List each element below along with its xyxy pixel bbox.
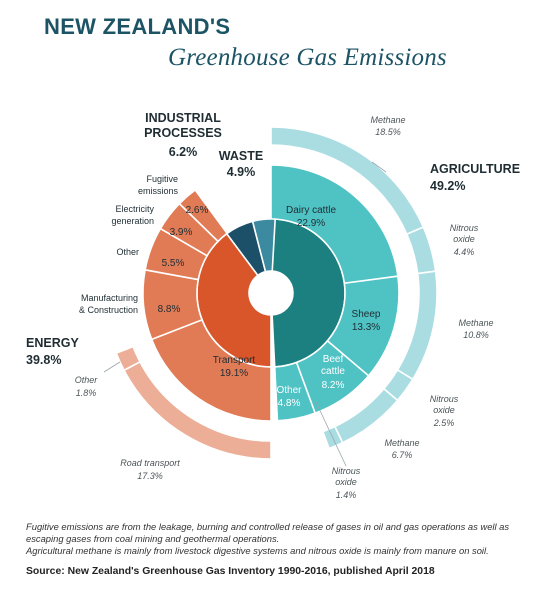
agri-dairy-cattle-nitrous-oxide-arc bbox=[405, 226, 437, 275]
dairy-cattle-label: Dairy cattle bbox=[286, 205, 336, 216]
footnote-agricultural: Agricultural methane is mainly from live… bbox=[26, 545, 489, 556]
transport-label: Transport bbox=[213, 355, 256, 366]
road-transport-label: Road transport bbox=[120, 458, 180, 468]
sheep-methane-percent: 10.8% bbox=[463, 330, 489, 340]
beef-cattle-percent: 8.2% bbox=[322, 380, 345, 391]
industrial-processes-label: INDUSTRIAL PROCESSES bbox=[144, 111, 222, 140]
energy-label: ENERGY bbox=[26, 336, 79, 350]
fugitive-percent: 2.6% bbox=[186, 205, 209, 216]
sheep-label: Sheep bbox=[352, 309, 381, 320]
beef-cattle-label: Beef cattle bbox=[321, 354, 345, 377]
agriculture-leader-line bbox=[371, 161, 387, 173]
agri-other-percent: 4.8% bbox=[278, 398, 301, 409]
energy-other-label: Other bbox=[116, 247, 139, 257]
beef-nitrous-label: Nitrous oxide bbox=[332, 466, 361, 487]
sunburst-chart: AGRICULTURE 49.2% Dairy cattle 22.9% Sheep 13… bbox=[26, 111, 520, 500]
waste-label: WASTE bbox=[219, 149, 263, 163]
energy-other-leader-line bbox=[103, 361, 121, 373]
dairy-nitrous-label: Nitrous oxide bbox=[450, 223, 479, 244]
footnote-fugitive: Fugitive emissions are from the leakage,… bbox=[26, 521, 510, 544]
energy-other-percent: 5.5% bbox=[162, 258, 185, 269]
manufacturing-label: Manufacturing & Construction bbox=[79, 293, 138, 315]
agri-other-segment bbox=[273, 361, 317, 422]
beef-methane-label: Methane bbox=[384, 438, 419, 448]
dairy-methane-percent: 18.5% bbox=[375, 127, 401, 137]
sheep-nitrous-label: Nitrous oxide bbox=[430, 394, 459, 415]
electricity-label: Electricity generation bbox=[111, 204, 154, 226]
sheep-methane-label: Methane bbox=[458, 318, 493, 328]
dairy-methane-label: Methane bbox=[370, 115, 405, 125]
industrial-processes-percent: 6.2% bbox=[169, 145, 198, 159]
title-line2: Greenhouse Gas Emissions bbox=[168, 44, 447, 71]
energy-transport-other-arc bbox=[115, 345, 142, 372]
road-transport-percent: 17.3% bbox=[137, 471, 163, 481]
manufacturing-percent: 8.8% bbox=[158, 304, 181, 315]
beef-methane-percent: 6.7% bbox=[392, 450, 413, 460]
waste-segment bbox=[251, 218, 277, 273]
transport-other-percent: 1.8% bbox=[76, 388, 97, 398]
waste-percent: 4.9% bbox=[227, 165, 256, 179]
transport-percent: 19.1% bbox=[220, 368, 248, 379]
beef-nitrous-percent: 1.4% bbox=[336, 490, 357, 500]
electricity-percent: 3.9% bbox=[170, 227, 193, 238]
energy-percent: 39.8% bbox=[26, 353, 61, 367]
fugitive-label: Fugitive emissions bbox=[138, 174, 179, 196]
transport-other-label: Other bbox=[75, 375, 99, 385]
agriculture-label: AGRICULTURE bbox=[430, 162, 520, 176]
dairy-nitrous-percent: 4.4% bbox=[454, 247, 475, 257]
agri-other-label: Other bbox=[276, 385, 302, 396]
sheep-nitrous-percent: 2.5% bbox=[433, 418, 455, 428]
agriculture-percent: 49.2% bbox=[430, 179, 465, 193]
agri-sheep-methane-arc bbox=[396, 270, 438, 381]
sheep-percent: 13.3% bbox=[352, 322, 380, 333]
beef-nitrous-leader-line bbox=[315, 401, 347, 467]
agri-dairy-cattle-segment bbox=[270, 164, 399, 285]
dairy-cattle-percent: 22.9% bbox=[297, 218, 325, 229]
title-line1: NEW ZEALAND'S bbox=[44, 14, 231, 39]
source-note: Source: New Zealand's Greenhouse Gas Inv… bbox=[26, 566, 435, 577]
